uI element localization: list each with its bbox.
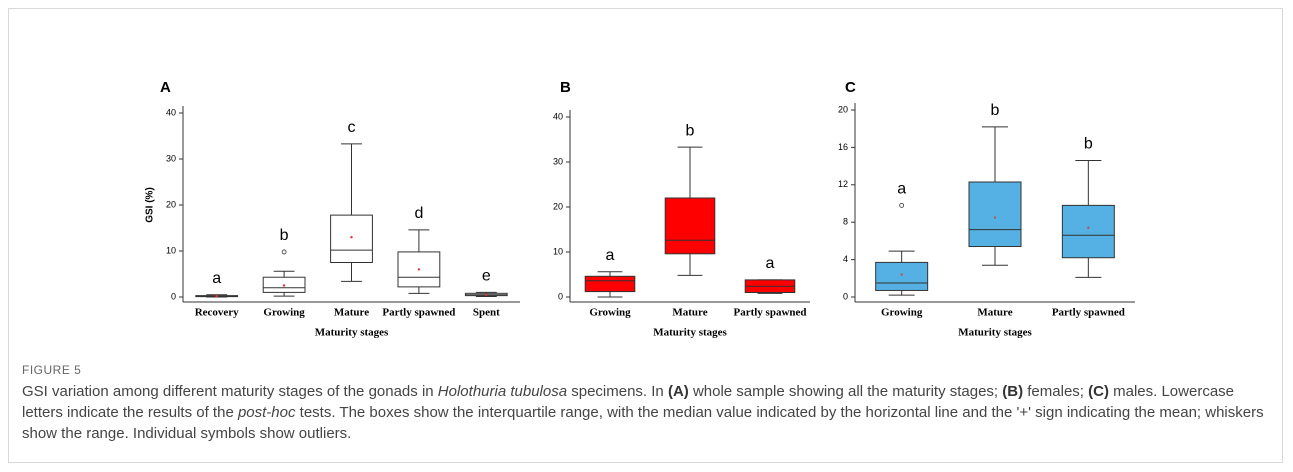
significance-letter: b <box>686 122 695 139</box>
mean <box>350 236 353 239</box>
caption-bold: (A) <box>667 383 689 400</box>
significance-letter: a <box>606 247 615 264</box>
caption: GSI variation among different maturity s… <box>22 381 1272 444</box>
outlier <box>899 202 905 208</box>
box <box>968 181 1022 248</box>
box <box>664 197 716 255</box>
x-axis-label: Maturity stages <box>315 327 389 339</box>
box <box>330 214 373 263</box>
significance-letter: a <box>212 270 221 287</box>
panel-label: A <box>160 79 171 96</box>
x-tick-label: Mature <box>672 307 707 319</box>
y-tick-label: 0 <box>171 291 176 301</box>
box <box>584 275 636 293</box>
x-tick-label: Growing <box>589 307 631 319</box>
y-tick-label: 8 <box>843 217 848 227</box>
x-tick-label: Partly spawned <box>382 307 455 319</box>
y-axis-label: GSI (%) <box>145 187 156 223</box>
mean <box>1087 226 1090 230</box>
y-tick-label: 20 <box>166 199 176 209</box>
caption-bold: (C) <box>1088 383 1109 400</box>
y-tick-label: 12 <box>838 179 848 189</box>
x-tick-label: Growing <box>263 307 305 319</box>
y-tick-label: 0 <box>558 291 563 301</box>
caption-text: whole sample showing all the maturity st… <box>688 383 1003 400</box>
x-tick-label: Mature <box>334 307 369 319</box>
y-tick-label: 20 <box>838 104 848 114</box>
outlier <box>281 249 287 255</box>
y-tick-label: 0 <box>843 291 848 301</box>
y-tick-label: 10 <box>553 246 563 256</box>
y-tick-label: 30 <box>553 156 563 166</box>
box <box>875 261 929 291</box>
mean <box>215 294 218 298</box>
y-tick-label: 20 <box>553 201 563 211</box>
figure-label: FIGURE 5 <box>22 363 82 377</box>
caption-text: GSI variation among different maturity s… <box>22 383 438 400</box>
caption-italic: Holothuria tubulosa <box>437 383 568 400</box>
significance-letter: a <box>897 181 906 198</box>
significance-letter: b <box>280 227 289 244</box>
significance-letter: d <box>414 205 423 222</box>
panel-label: B <box>560 79 571 96</box>
x-tick-label: Mature <box>977 307 1012 319</box>
mean <box>485 293 488 296</box>
significance-letter: b <box>1084 136 1093 153</box>
y-tick-label: 4 <box>843 254 848 264</box>
y-tick-label: 10 <box>166 245 176 255</box>
caption-italic: post-hoc <box>237 404 296 421</box>
caption-bold: (B) <box>1002 383 1024 400</box>
caption-text: males. Lowercase letters indicate the re… <box>22 383 1235 421</box>
mean <box>993 216 997 219</box>
significance-letter: b <box>991 102 1000 119</box>
mean <box>417 268 421 271</box>
y-tick-label: 40 <box>166 107 176 117</box>
x-tick-label: Spent <box>473 307 500 319</box>
y-tick-label: 40 <box>553 111 563 121</box>
figure-frame <box>8 8 1283 463</box>
x-axis-label: Maturity stages <box>653 327 727 339</box>
mean <box>282 284 286 287</box>
panel-label: C <box>845 79 856 96</box>
x-tick-label: Partly spawned <box>733 307 806 319</box>
x-tick-label: Partly spawned <box>1052 307 1125 319</box>
y-tick-label: 30 <box>166 153 176 163</box>
x-axis-label: Maturity stages <box>958 327 1032 339</box>
caption-text: specimens. In <box>567 383 668 400</box>
box <box>1061 204 1115 259</box>
caption-text: females; <box>1023 383 1089 400</box>
caption-text: tests. The boxes show the interquartile … <box>22 404 1264 442</box>
significance-letter: e <box>482 268 491 285</box>
significance-letter: c <box>348 119 356 136</box>
significance-letter: a <box>766 255 775 272</box>
x-tick-label: Growing <box>881 307 923 319</box>
mean <box>900 273 903 276</box>
y-tick-label: 16 <box>838 142 848 152</box>
x-tick-label: Recovery <box>195 307 239 319</box>
